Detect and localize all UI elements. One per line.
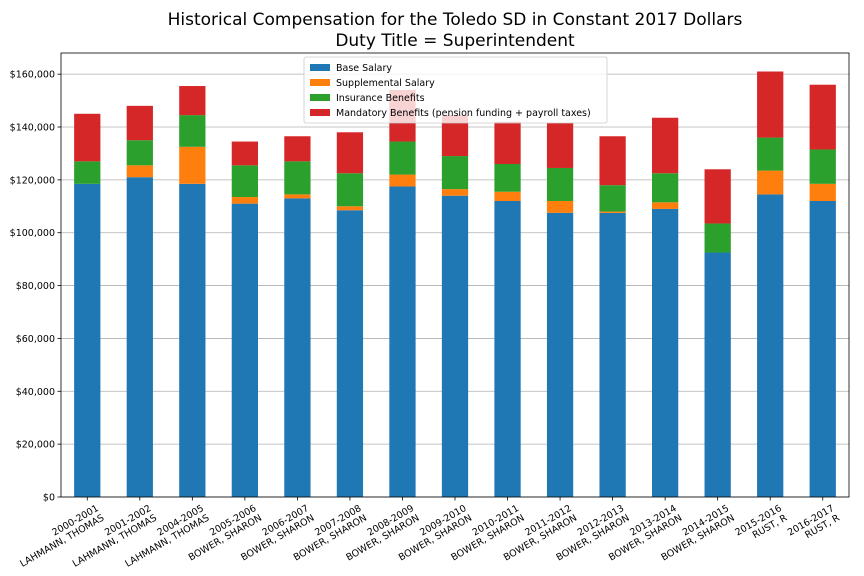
- bar-segment-4: [757, 71, 784, 138]
- bar-segment-3: [231, 165, 258, 198]
- chart-subtitle: Duty Title = Superintendent: [335, 31, 575, 51]
- bars: [74, 71, 836, 498]
- bar-segment-2: [652, 202, 679, 209]
- bar-segment-2: [546, 201, 574, 213]
- bar-segment-1: [231, 203, 258, 497]
- bar-segment-3: [389, 141, 416, 175]
- bar-segment-4: [652, 117, 679, 174]
- bar-segment-4: [284, 136, 311, 162]
- bar-segment-4: [74, 113, 101, 162]
- legend-label: Base Salary: [336, 63, 392, 74]
- legend-box: [303, 56, 608, 124]
- bar-segment-2: [757, 170, 784, 195]
- legend-label: Mandatory Benefits (pension funding + pa…: [336, 108, 591, 119]
- bar-segment-1: [546, 212, 574, 497]
- bar-segment-1: [757, 194, 784, 497]
- y-tick-label: $60,000: [16, 334, 55, 345]
- bar-segment-3: [546, 167, 574, 201]
- bar-segment-1: [389, 186, 416, 497]
- bar-segment-1: [126, 177, 153, 497]
- bar-segment-3: [704, 223, 731, 253]
- bar-segment-2: [179, 146, 206, 184]
- bar-segment-1: [179, 183, 206, 498]
- bar-segment-3: [599, 185, 626, 212]
- bar-segment-1: [599, 212, 626, 497]
- bar-segment-3: [179, 115, 206, 147]
- y-axis: $0 $20,000 $40,000 $60,000 $80,000 $100,000 $1…: [10, 70, 61, 504]
- bar-segment-4: [231, 141, 258, 166]
- bar-segment-1: [704, 252, 731, 497]
- legend-swatch: [310, 64, 330, 71]
- legend-label: Supplemental Salary: [336, 78, 435, 89]
- y-tick-label: $160,000: [10, 70, 55, 81]
- bar-segment-2: [126, 165, 153, 178]
- bar-segment-3: [809, 149, 836, 184]
- bar-segment-1: [652, 208, 679, 497]
- y-tick-label: $120,000: [10, 175, 55, 186]
- bar-segment-2: [599, 211, 626, 213]
- y-tick-label: $20,000: [16, 440, 55, 451]
- bar-segment-4: [599, 136, 626, 186]
- bar-segment-3: [494, 164, 521, 192]
- bar-segment-3: [126, 140, 153, 166]
- bar-segment-1: [74, 183, 101, 498]
- y-tick-label: $40,000: [16, 387, 55, 398]
- bar-segment-1: [336, 210, 364, 497]
- bar-segment-2: [284, 194, 311, 199]
- bar-segment-1: [441, 195, 469, 497]
- y-tick-label: $140,000: [10, 123, 55, 134]
- legend-swatch: [310, 109, 330, 116]
- bar-segment-1: [494, 201, 521, 497]
- bar-segment-4: [126, 105, 153, 141]
- bar-segment-2: [494, 191, 521, 201]
- bar-segment-2: [441, 189, 469, 196]
- bar-segment-3: [757, 137, 784, 171]
- bar-segment-3: [441, 156, 469, 190]
- bar-segment-4: [179, 86, 206, 116]
- bar-segment-2: [336, 206, 364, 211]
- bar-segment-3: [284, 161, 311, 195]
- bar-segment-1: [284, 198, 311, 497]
- bar-segment-4: [546, 123, 574, 168]
- y-tick-label: $0: [43, 493, 55, 504]
- bar-segment-2: [389, 174, 416, 187]
- chart-title: Historical Compensation for the Toledo S…: [168, 10, 743, 30]
- y-tick-label: $80,000: [16, 281, 55, 292]
- bar-segment-3: [74, 161, 101, 184]
- bar-segment-4: [336, 132, 364, 174]
- bar-segment-4: [809, 84, 836, 150]
- legend-label: Insurance Benefits: [336, 93, 425, 104]
- bar-segment-1: [809, 201, 836, 497]
- bar-segment-3: [336, 173, 364, 207]
- legend-swatch: [310, 79, 330, 86]
- legend: Base Salary Supplemental Salary Insurance …: [303, 56, 608, 124]
- bar-segment-2: [231, 197, 258, 204]
- y-tick-label: $100,000: [10, 228, 55, 239]
- bar-segment-3: [652, 173, 679, 203]
- legend-swatch: [310, 94, 330, 101]
- bar-segment-4: [494, 121, 521, 164]
- bar-segment-4: [704, 169, 731, 224]
- bar-segment-2: [809, 183, 836, 201]
